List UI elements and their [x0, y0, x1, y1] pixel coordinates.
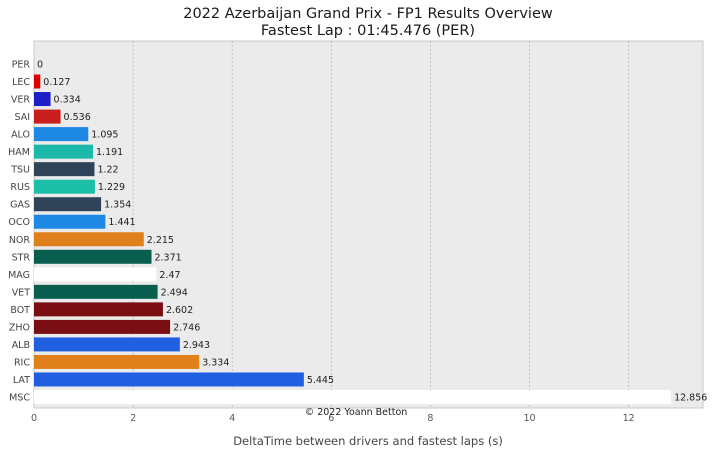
value-label-alo: 1.095	[91, 130, 118, 141]
bar-tsu	[34, 162, 95, 177]
value-label-oco: 1.441	[108, 217, 135, 228]
driver-label-sai: SAI	[14, 112, 30, 123]
bar-sai	[34, 109, 61, 124]
driver-label-per: PER	[12, 60, 31, 71]
value-label-per: 0	[37, 60, 43, 71]
value-label-lec: 0.127	[43, 77, 70, 88]
value-label-rus: 1.229	[98, 182, 125, 193]
driver-label-rus: RUS	[10, 182, 30, 193]
bar-bot	[34, 302, 163, 317]
bar-alb	[34, 337, 180, 352]
value-label-ham: 1.191	[96, 147, 123, 158]
x-tick-label: 4	[229, 413, 235, 424]
value-label-ric: 3.334	[202, 357, 229, 368]
value-label-str: 2.371	[154, 252, 181, 263]
value-label-tsu: 1.22	[97, 165, 118, 176]
bar-gas	[34, 197, 102, 212]
bar-str	[34, 249, 152, 264]
driver-label-ver: VER	[11, 95, 31, 106]
x-tick-label: 10	[524, 413, 536, 424]
driver-label-mag: MAG	[8, 270, 30, 281]
bar-ric	[34, 354, 200, 369]
driver-label-ham: HAM	[8, 147, 30, 158]
chart-subtitle: Fastest Lap : 01:45.476 (PER)	[261, 23, 475, 39]
driver-label-alb: ALB	[12, 340, 30, 351]
bar-rus	[34, 179, 95, 194]
bar-oco	[34, 214, 106, 229]
value-label-sai: 0.536	[64, 112, 91, 123]
driver-label-msc: MSC	[9, 393, 30, 404]
x-tick-label: 2	[130, 413, 136, 424]
value-label-lat: 5.445	[307, 375, 334, 386]
driver-label-vet: VET	[12, 287, 31, 298]
driver-label-ric: RIC	[14, 357, 30, 368]
driver-label-lat: LAT	[13, 375, 30, 386]
value-label-msc: 12.856	[674, 393, 707, 404]
x-tick-label: 0	[31, 413, 37, 424]
value-label-vet: 2.494	[161, 287, 188, 298]
value-label-alb: 2.943	[183, 340, 210, 351]
bar-ham	[34, 144, 94, 159]
bar-vet	[34, 284, 158, 299]
driver-label-gas: GAS	[10, 200, 30, 211]
value-label-gas: 1.354	[104, 200, 131, 211]
bar-alo	[34, 127, 89, 142]
value-label-bot: 2.602	[166, 305, 193, 316]
copyright-annotation: © 2022 Yoann Betton	[305, 407, 408, 418]
x-axis-ticks: 0 2 4 6 8 10 12	[31, 413, 635, 424]
driver-label-tsu: TSU	[10, 165, 30, 176]
driver-label-lec: LEC	[12, 77, 30, 88]
driver-label-alo: ALO	[11, 130, 30, 141]
bar-mag	[34, 267, 157, 282]
bar-lat	[34, 372, 304, 387]
driver-label-nor: NOR	[9, 235, 31, 246]
x-tick-label: 6	[328, 413, 334, 424]
value-label-ver: 0.334	[54, 95, 81, 106]
bar-ver	[34, 92, 51, 107]
x-axis-label: DeltaTime between drivers and fastest la…	[233, 434, 503, 448]
bar-zho	[34, 319, 171, 334]
bar-msc	[34, 390, 672, 404]
driver-label-str: STR	[12, 252, 31, 263]
value-label-zho: 2.746	[173, 322, 200, 333]
driver-label-bot: BOT	[10, 305, 30, 316]
driver-label-zho: ZHO	[9, 322, 30, 333]
value-label-mag: 2.47	[159, 270, 180, 281]
driver-label-oco: OCO	[8, 217, 30, 228]
chart-title: 2022 Azerbaijan Grand Prix - FP1 Results…	[183, 6, 553, 22]
x-tick-label: 12	[623, 413, 635, 424]
y-axis-labels: PER LEC VER SAI ALO HAM TSU RUS GAS OCO NOR STR MAG V…	[8, 60, 30, 404]
value-label-nor: 2.215	[147, 235, 174, 246]
bar-lec	[34, 74, 41, 89]
bar-nor	[34, 232, 144, 247]
x-tick-label: 8	[427, 413, 433, 424]
